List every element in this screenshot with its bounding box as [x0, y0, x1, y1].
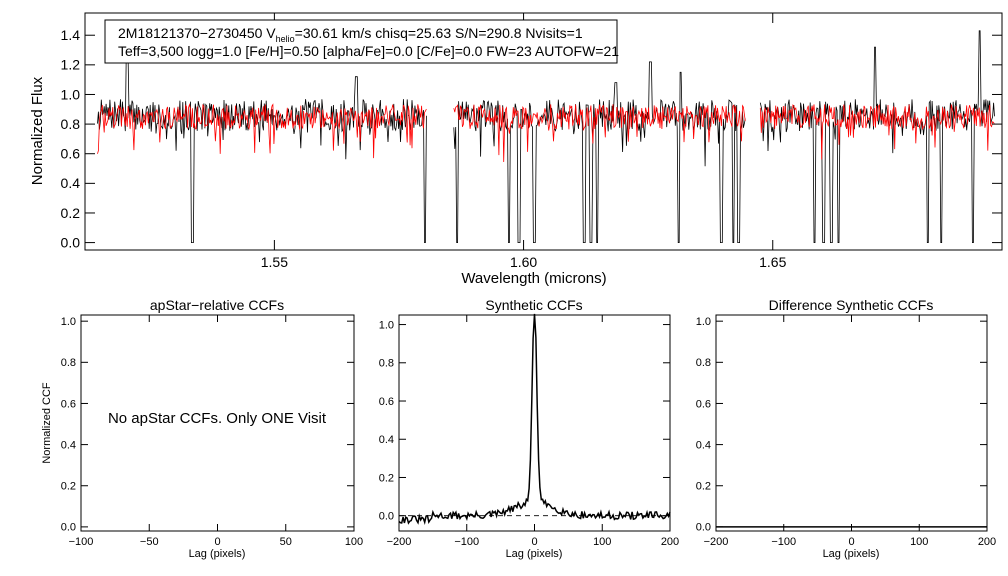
difference-ticks: −200 −100 0 100 200 0.0 0.2 0.4 0.6 0.8 1.0 — [696, 315, 996, 548]
spectrum-ylabel: Normalized Flux — [29, 76, 46, 185]
synthetic-ccf-panel: −200 −100 0 100 200 0.0 0.2 0.4 0.6 0.8 1.0 Synthe… — [379, 297, 679, 560]
spectrum-ytick-label: 0.2 — [61, 205, 81, 221]
synthetic-ytick-label: 0.8 — [379, 358, 394, 370]
spectrum-ytick-label: 1.4 — [61, 27, 81, 43]
spectrum-annotation-box — [104, 19, 618, 64]
difference-xtick-label: 100 — [910, 536, 928, 548]
difference-xtick-label: 200 — [978, 536, 996, 548]
spectrum-ytick-label: 0.0 — [61, 234, 81, 250]
spectrum-ytick-label: 0.8 — [61, 116, 81, 132]
apstar-xtick-label: 0 — [214, 536, 220, 548]
difference-xlabel: Lag (pixels) — [823, 548, 880, 560]
synthetic-title: Synthetic CCFs — [485, 297, 582, 313]
difference-ccf-panel: −200 −100 0 100 200 0.0 0.2 0.4 0.6 0.8 1.0 Differ… — [696, 297, 996, 560]
synthetic-ytick-label: 0.6 — [379, 396, 394, 408]
spectrum-series — [97, 30, 995, 243]
spectrum-ytick-label: 0.6 — [61, 146, 81, 162]
spectrum-model-line — [97, 103, 995, 163]
apstar-ytick-label: 1.0 — [61, 316, 76, 328]
apstar-ccf-panel: −100 −50 0 50 100 0.0 0.2 0.4 0.6 0.8 1.0 apStar−r… — [41, 297, 363, 560]
apstar-xlabel: Lag (pixels) — [189, 548, 246, 560]
synthetic-ytick-label: 0.4 — [379, 434, 394, 446]
apstar-ytick-label: 0.6 — [61, 398, 76, 410]
difference-xtick-label: −200 — [704, 536, 729, 548]
apstar-xtick-label: 50 — [280, 536, 292, 548]
difference-ytick-label: 0.8 — [696, 357, 711, 369]
synthetic-ytick-label: 0.0 — [379, 511, 394, 523]
apstar-xtick-label: 100 — [345, 536, 363, 548]
apstar-ticks: −100 −50 0 50 100 0.0 0.2 0.4 0.6 0.8 1.0 — [61, 315, 363, 548]
apstar-ytick-label: 0.8 — [61, 357, 76, 369]
synthetic-xtick-label: 100 — [593, 536, 611, 548]
apstar-xtick-label: −50 — [140, 536, 159, 548]
apstar-message: No apStar CCFs. Only ONE Visit — [108, 410, 327, 427]
difference-ytick-label: 0.6 — [696, 398, 711, 410]
spectrum-annotation-line1: 2M18121370−2730450 Vhelio=30.61 km/s chi… — [118, 25, 583, 44]
difference-title: Difference Synthetic CCFs — [769, 297, 934, 313]
apstar-ytick-label: 0.2 — [61, 481, 76, 493]
spectrum-xtick-label: 1.65 — [759, 254, 786, 270]
synthetic-ticks: −200 −100 0 100 200 0.0 0.2 0.4 0.6 0.8 1.0 — [379, 315, 679, 548]
spectrum-xtick-label: 1.55 — [261, 254, 288, 270]
spectrum-ytick-label: 1.0 — [61, 86, 81, 102]
difference-ytick-label: 0.0 — [696, 522, 711, 534]
difference-frame — [715, 314, 988, 532]
spectrum-xtick-label: 1.60 — [510, 254, 537, 270]
spectrum-ytick-label: 0.4 — [61, 175, 81, 191]
synthetic-ccf-series — [398, 313, 671, 526]
apstar-ytick-label: 0.4 — [61, 439, 76, 451]
apstar-ylabel: Normalized CCF — [41, 382, 53, 464]
synthetic-xtick-label: 200 — [661, 536, 679, 548]
apstar-title: apStar−relative CCFs — [150, 297, 284, 313]
difference-xtick-label: −100 — [771, 536, 796, 548]
apstar-xtick-label: −100 — [69, 536, 94, 548]
difference-ytick-label: 0.4 — [696, 439, 711, 451]
synthetic-ytick-label: 0.2 — [379, 472, 394, 484]
synthetic-xlabel: Lag (pixels) — [506, 548, 563, 560]
apstar-ytick-label: 0.0 — [61, 522, 76, 534]
difference-ytick-label: 0.2 — [696, 481, 711, 493]
spectrum-xlabel: Wavelength (microns) — [461, 270, 606, 287]
spectrum-panel: 1.55 1.60 1.65 0.0 0.2 0.4 0.6 0.8 1.0 1.2 1.4 2M1… — [29, 12, 1003, 287]
spectrum-annotation-line2: Teff=3,500 logg=1.0 [Fe/H]=0.50 [alpha/F… — [118, 43, 619, 59]
spectrum-ticks: 1.55 1.60 1.65 0.0 0.2 0.4 0.6 0.8 1.0 1.2 1.4 — [61, 13, 1002, 270]
synthetic-xtick-label: 0 — [531, 536, 537, 548]
synthetic-ytick-label: 1.0 — [379, 319, 394, 331]
synthetic-xtick-label: −100 — [454, 536, 479, 548]
spectrum-ytick-label: 1.2 — [61, 57, 81, 73]
difference-xtick-label: 0 — [848, 536, 854, 548]
synthetic-frame — [398, 314, 671, 532]
difference-ytick-label: 1.0 — [696, 316, 711, 328]
spectrum-frame — [84, 12, 1003, 251]
synthetic-ccf-line — [398, 313, 671, 526]
synthetic-xtick-label: −200 — [387, 536, 412, 548]
